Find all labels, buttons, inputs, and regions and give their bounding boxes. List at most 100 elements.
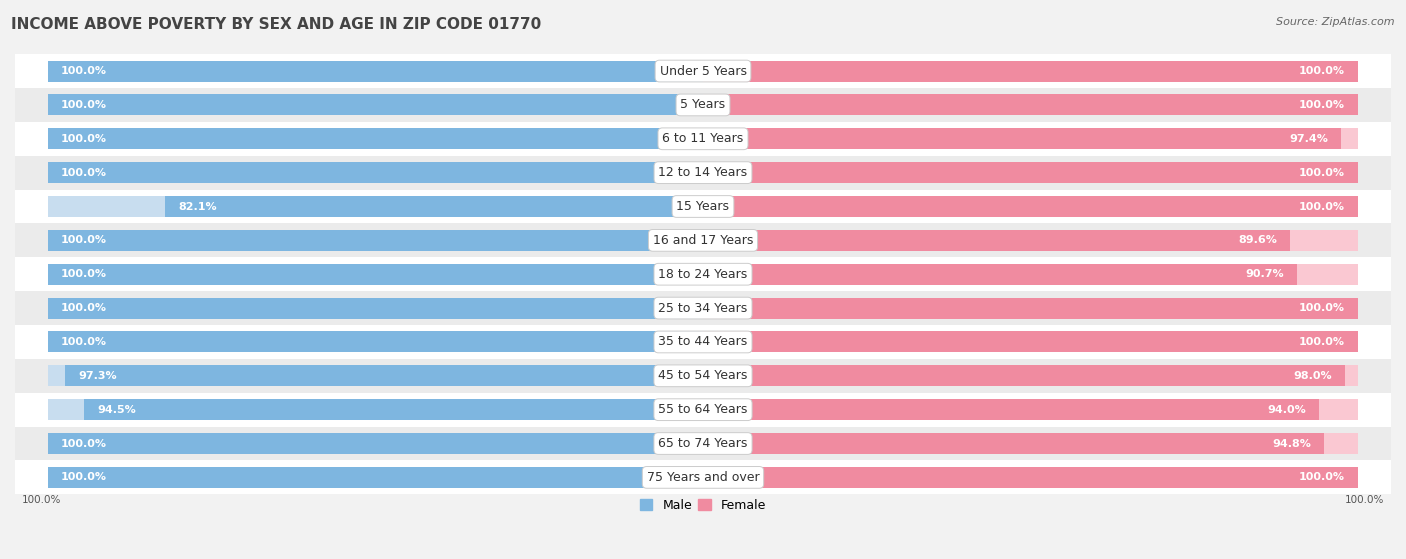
Bar <box>48 264 703 285</box>
Text: 100.0%: 100.0% <box>60 472 107 482</box>
Bar <box>15 393 1391 427</box>
Bar <box>703 433 1358 454</box>
Text: 16 and 17 Years: 16 and 17 Years <box>652 234 754 247</box>
Bar <box>703 162 1358 183</box>
Bar <box>703 264 1298 285</box>
Text: 45 to 54 Years: 45 to 54 Years <box>658 369 748 382</box>
Bar <box>48 94 703 115</box>
Text: 100.0%: 100.0% <box>1299 201 1346 211</box>
Bar <box>703 128 1341 149</box>
Bar <box>703 366 1346 386</box>
Bar <box>15 427 1391 461</box>
Text: 100.0%: 100.0% <box>60 303 107 313</box>
Text: 100.0%: 100.0% <box>60 438 107 448</box>
Bar <box>703 297 1358 319</box>
Bar <box>15 88 1391 122</box>
Text: 100.0%: 100.0% <box>60 134 107 144</box>
Text: 75 Years and over: 75 Years and over <box>647 471 759 484</box>
Text: 15 Years: 15 Years <box>676 200 730 213</box>
Bar <box>48 128 703 149</box>
Text: 94.5%: 94.5% <box>97 405 135 415</box>
Text: 100.0%: 100.0% <box>60 269 107 280</box>
Text: 35 to 44 Years: 35 to 44 Years <box>658 335 748 348</box>
Text: 100.0%: 100.0% <box>1299 337 1346 347</box>
Bar <box>48 433 703 454</box>
Text: 100.0%: 100.0% <box>1299 168 1346 178</box>
Bar <box>703 60 1358 82</box>
Bar <box>48 433 703 454</box>
Text: 25 to 34 Years: 25 to 34 Years <box>658 302 748 315</box>
Bar <box>703 94 1358 115</box>
Bar <box>703 128 1358 149</box>
Text: 5 Years: 5 Years <box>681 98 725 111</box>
Bar <box>15 461 1391 494</box>
Text: 100.0%: 100.0% <box>60 100 107 110</box>
Bar <box>48 331 703 352</box>
Bar <box>48 128 703 149</box>
Bar <box>703 230 1358 251</box>
Bar <box>703 297 1358 319</box>
Bar <box>48 230 703 251</box>
Bar <box>703 467 1358 488</box>
Bar <box>48 60 703 82</box>
Bar <box>66 366 703 386</box>
Bar <box>15 156 1391 190</box>
Text: 65 to 74 Years: 65 to 74 Years <box>658 437 748 450</box>
Bar <box>48 467 703 488</box>
Bar <box>703 94 1358 115</box>
Bar <box>15 190 1391 224</box>
Bar <box>15 122 1391 156</box>
Text: Source: ZipAtlas.com: Source: ZipAtlas.com <box>1277 17 1395 27</box>
Bar <box>165 196 703 217</box>
Text: 100.0%: 100.0% <box>1299 100 1346 110</box>
Text: INCOME ABOVE POVERTY BY SEX AND AGE IN ZIP CODE 01770: INCOME ABOVE POVERTY BY SEX AND AGE IN Z… <box>11 17 541 32</box>
Bar <box>48 196 703 217</box>
Text: 12 to 14 Years: 12 to 14 Years <box>658 166 748 179</box>
Bar <box>48 264 703 285</box>
Bar <box>15 54 1391 88</box>
Bar <box>15 359 1391 393</box>
Text: 55 to 64 Years: 55 to 64 Years <box>658 403 748 416</box>
Bar <box>703 399 1319 420</box>
Text: Under 5 Years: Under 5 Years <box>659 64 747 78</box>
Text: 94.0%: 94.0% <box>1267 405 1306 415</box>
Text: 18 to 24 Years: 18 to 24 Years <box>658 268 748 281</box>
Text: 100.0%: 100.0% <box>1299 472 1346 482</box>
Bar <box>48 297 703 319</box>
Text: 100.0%: 100.0% <box>1299 66 1346 76</box>
Bar <box>48 230 703 251</box>
Bar <box>48 60 703 82</box>
Bar <box>703 467 1358 488</box>
Bar <box>703 331 1358 352</box>
Bar <box>15 257 1391 291</box>
Bar <box>703 230 1291 251</box>
Legend: Male, Female: Male, Female <box>636 494 770 517</box>
Text: 100.0%: 100.0% <box>60 168 107 178</box>
Text: 6 to 11 Years: 6 to 11 Years <box>662 132 744 145</box>
Bar <box>48 467 703 488</box>
Bar <box>15 325 1391 359</box>
Text: 97.4%: 97.4% <box>1289 134 1329 144</box>
Bar <box>15 224 1391 257</box>
Bar <box>703 366 1358 386</box>
Text: 89.6%: 89.6% <box>1239 235 1277 245</box>
Text: 100.0%: 100.0% <box>60 337 107 347</box>
Bar <box>703 196 1358 217</box>
Bar <box>703 399 1358 420</box>
Bar <box>703 196 1358 217</box>
Text: 90.7%: 90.7% <box>1246 269 1284 280</box>
Text: 100.0%: 100.0% <box>60 66 107 76</box>
Text: 100.0%: 100.0% <box>21 495 60 505</box>
Text: 94.8%: 94.8% <box>1272 438 1310 448</box>
Text: 100.0%: 100.0% <box>1299 303 1346 313</box>
Bar <box>84 399 703 420</box>
Bar <box>703 162 1358 183</box>
Bar <box>48 94 703 115</box>
Bar <box>48 399 703 420</box>
Bar <box>48 366 703 386</box>
Bar <box>48 162 703 183</box>
Bar <box>48 297 703 319</box>
Bar <box>703 60 1358 82</box>
Bar <box>703 264 1358 285</box>
Text: 98.0%: 98.0% <box>1294 371 1331 381</box>
